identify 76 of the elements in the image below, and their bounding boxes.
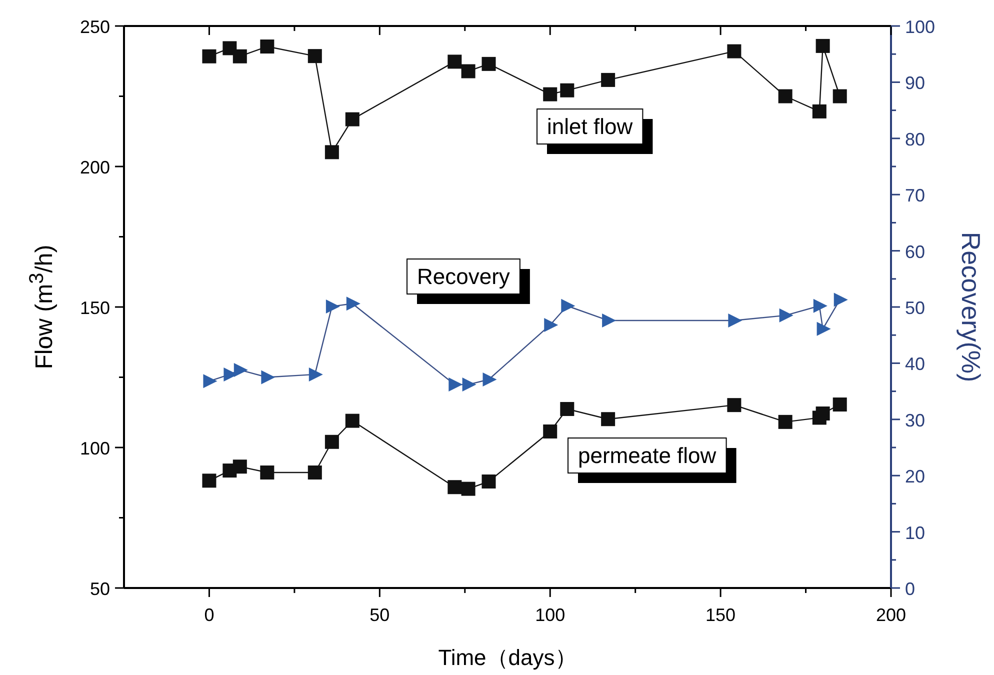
- point: [448, 54, 462, 69]
- point: [779, 308, 794, 322]
- y2-tick-label: 50: [905, 298, 926, 318]
- point: [816, 322, 831, 336]
- point: [222, 41, 237, 56]
- point: [482, 474, 496, 488]
- point: [448, 480, 462, 494]
- x-axis-title: Time（days）: [438, 645, 577, 670]
- point: [346, 296, 360, 311]
- point: [308, 49, 322, 64]
- point: [308, 367, 323, 382]
- y-tick-label: 250: [80, 17, 110, 37]
- point: [482, 372, 497, 386]
- point: [462, 378, 476, 392]
- point: [834, 292, 848, 307]
- x-tick-label: 200: [876, 605, 906, 625]
- point: [727, 398, 742, 412]
- y2-axis-title: Recovery(%): [956, 232, 986, 382]
- point: [232, 460, 247, 474]
- point: [326, 299, 340, 314]
- y2-tick-label: 20: [905, 466, 926, 487]
- point: [461, 482, 476, 496]
- point: [232, 49, 247, 64]
- point: [308, 466, 322, 480]
- series-label: permeate flow: [578, 443, 716, 468]
- y2-tick-label: 0: [905, 579, 916, 599]
- point: [543, 424, 558, 438]
- x-tick-label: 150: [706, 605, 736, 625]
- y2-tick-label: 80: [905, 129, 926, 150]
- point: [832, 89, 847, 104]
- y2-tick-label: 10: [905, 522, 926, 543]
- point: [727, 44, 742, 58]
- point: [202, 474, 216, 488]
- point: [261, 370, 276, 384]
- point: [560, 402, 574, 416]
- point: [544, 318, 558, 332]
- point: [345, 414, 360, 428]
- y2-tick-label: 60: [905, 242, 926, 262]
- point: [203, 374, 218, 388]
- point: [816, 406, 830, 420]
- y-tick-label: 50: [90, 579, 110, 599]
- y2-tick-label: 70: [905, 186, 926, 206]
- point: [602, 313, 616, 328]
- point: [601, 72, 616, 87]
- y2-tick-label: 40: [905, 354, 926, 374]
- point: [482, 56, 496, 71]
- y2-tick-label: 90: [905, 73, 926, 94]
- point: [234, 362, 248, 377]
- point: [461, 64, 476, 78]
- point: [543, 87, 558, 102]
- x-tick-label: 50: [370, 605, 390, 625]
- point: [561, 298, 576, 313]
- point: [560, 83, 574, 98]
- point: [260, 466, 274, 480]
- point: [778, 414, 792, 429]
- point: [813, 298, 828, 313]
- point: [812, 104, 826, 118]
- point: [601, 412, 616, 426]
- y2-tick-label: 30: [905, 410, 926, 430]
- y2-tick-label: 100: [905, 17, 936, 37]
- point: [345, 112, 360, 126]
- point: [260, 40, 274, 54]
- x-tick-label: 100: [535, 605, 566, 625]
- point: [816, 38, 830, 53]
- x-tick-label: 0: [204, 605, 214, 625]
- point: [324, 434, 339, 449]
- y-tick-label: 150: [80, 298, 110, 318]
- point: [202, 49, 216, 64]
- point: [324, 145, 339, 160]
- point: [778, 89, 792, 104]
- point: [832, 398, 847, 412]
- y-tick-label: 200: [80, 158, 110, 178]
- y-tick-label: 100: [80, 438, 110, 458]
- point: [728, 313, 742, 328]
- point: [448, 378, 463, 392]
- series-label: inlet flow: [547, 114, 633, 139]
